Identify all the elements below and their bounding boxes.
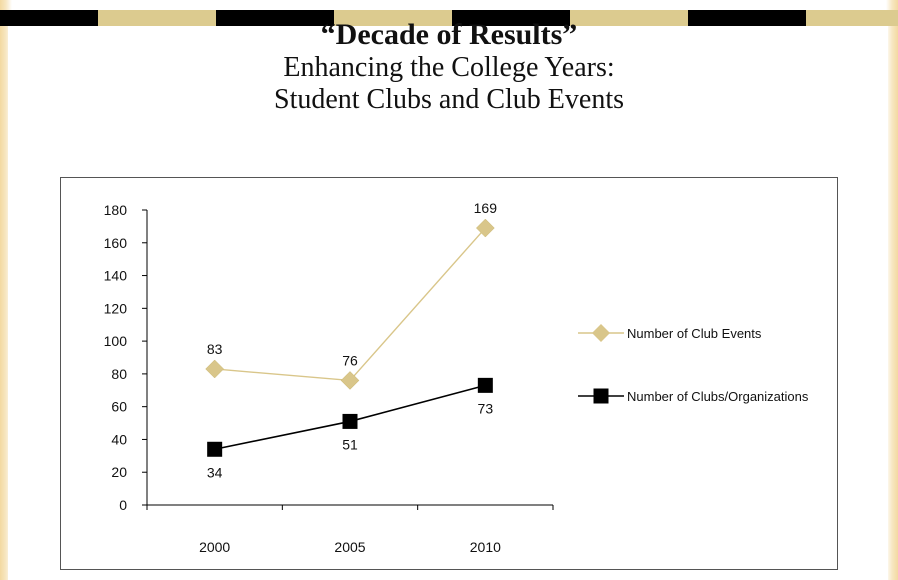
square-marker: [342, 413, 358, 429]
subtitle-line-2: Student Clubs and Club Events: [274, 84, 624, 115]
chart-data-labels: 83 76 169 34 51 73: [207, 200, 497, 480]
y-tick-label: 180: [104, 202, 128, 218]
data-label: 51: [342, 436, 358, 452]
diamond-marker: [475, 218, 495, 238]
y-tick-label: 40: [111, 431, 127, 447]
chart-axes: 0 20 40 60 80 100 120 140 160 180 2000 2005 2010: [104, 202, 554, 555]
y-tick-label: 160: [104, 235, 128, 251]
top-decorative-stripe: [0, 10, 898, 26]
stripe-segment: [216, 10, 334, 26]
legend-label: Number of Club Events: [627, 326, 762, 341]
x-tick-label: 2000: [199, 539, 230, 555]
square-marker: [207, 441, 223, 457]
y-tick-label: 80: [111, 366, 127, 382]
data-label: 83: [207, 341, 223, 357]
square-marker: [477, 377, 493, 393]
stripe-segment: [334, 10, 452, 26]
stripe-segment: [688, 10, 806, 26]
chart-markers: [205, 218, 495, 457]
x-tick-label: 2005: [334, 539, 365, 555]
title-block: “Decade of Results” Enhancing the Colleg…: [0, 18, 898, 116]
y-tick-label: 100: [104, 333, 128, 349]
stripe-segment: [0, 10, 98, 26]
y-tick-label: 120: [104, 300, 128, 316]
y-tick-label: 20: [111, 464, 127, 480]
page-title: “Decade of Results”: [320, 18, 578, 51]
stripe-segment: [806, 10, 898, 26]
y-tick-label: 0: [119, 497, 127, 513]
legend-square-marker: [593, 388, 609, 404]
data-label: 34: [207, 464, 223, 480]
data-label: 169: [474, 200, 498, 216]
diamond-marker: [205, 359, 225, 379]
legend-label: Number of Clubs/Organizations: [627, 389, 809, 404]
x-tick-label: 2010: [470, 539, 501, 555]
y-tick-label: 140: [104, 268, 128, 284]
data-label: 76: [342, 352, 358, 368]
diamond-marker: [340, 371, 360, 390]
y-tick-label: 60: [111, 399, 127, 415]
stripe-segment: [98, 10, 216, 26]
subtitle-line-1: Enhancing the College Years:: [283, 52, 615, 83]
chart-legend: Number of Club Events Number of Clubs/Org…: [578, 324, 809, 404]
stripe-segment: [570, 10, 688, 26]
legend-diamond-marker: [592, 324, 610, 342]
stripe-segment: [452, 10, 570, 26]
data-label: 73: [478, 400, 494, 416]
